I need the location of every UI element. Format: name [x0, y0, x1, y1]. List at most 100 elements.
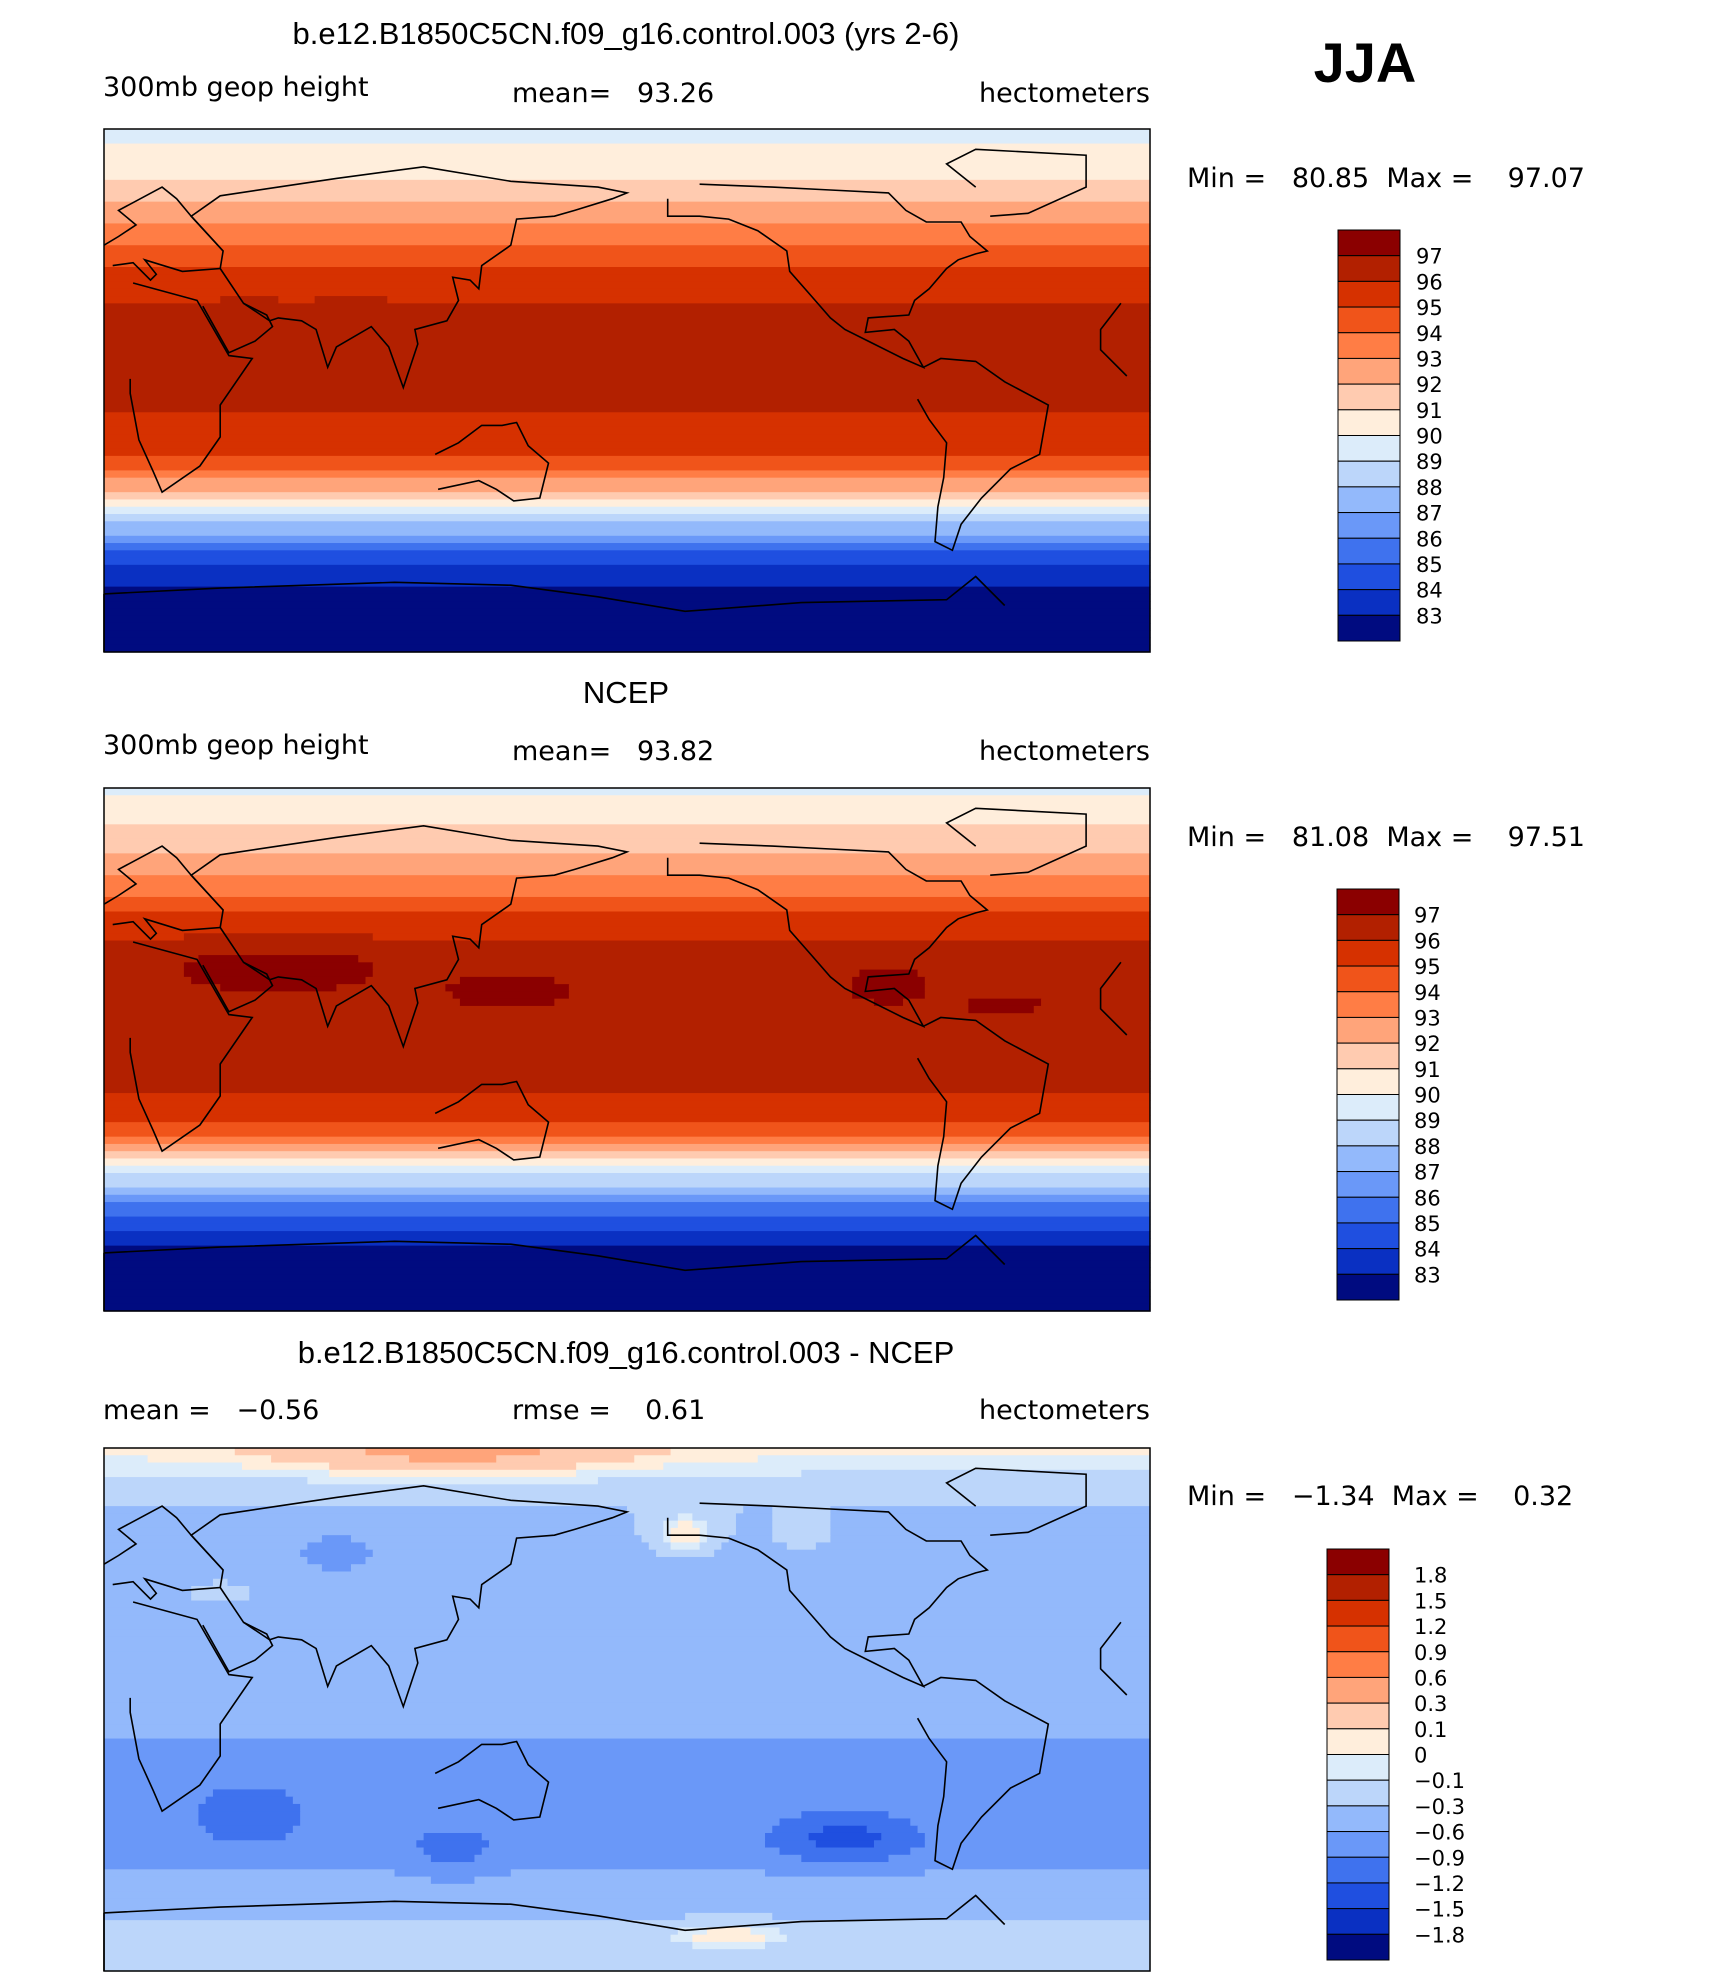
field-cell: [968, 1005, 1035, 1014]
field-cell: [648, 1542, 672, 1551]
field-cell: [459, 976, 555, 985]
coastline: [945, 1467, 1087, 1536]
field-cell: [104, 1709, 1151, 1718]
coastline: [189, 824, 630, 1050]
panel-diff: b.e12.B1850C5CN.f09_g16.control.003 - NC…: [103, 1335, 1573, 1972]
field-cell: [445, 984, 570, 992]
field-cell: [104, 1202, 1151, 1210]
field-cell: [772, 1527, 831, 1536]
field-cell: [104, 274, 1151, 283]
field-cell: [924, 1869, 1151, 1878]
field-cell: [104, 838, 1151, 847]
field-cell: [634, 1513, 679, 1522]
field-cell: [104, 1289, 1151, 1298]
colorbar-label: −0.1: [1414, 1769, 1465, 1793]
field-cell: [104, 1231, 1151, 1239]
field-cell: [191, 1586, 250, 1594]
field-cell: [910, 1818, 1151, 1827]
colorbar-label: 92: [1414, 1032, 1441, 1056]
colorbar-box: [1326, 1599, 1390, 1627]
colorbar-label: −0.3: [1414, 1795, 1465, 1819]
field-cell: [104, 150, 1151, 159]
field-cell: [104, 1651, 1151, 1660]
field-cell: [706, 1520, 737, 1529]
field-cell: [772, 1520, 831, 1529]
field-cell: [706, 1927, 752, 1936]
field-cell: [104, 940, 1151, 949]
field-cell: [104, 1180, 1151, 1189]
field-cell: [830, 1527, 1151, 1536]
coastline: [916, 357, 1050, 552]
field-cell: [104, 492, 1151, 501]
field-cell: [924, 991, 1151, 1000]
field-cell: [670, 1535, 701, 1544]
field-cell: [104, 1056, 1151, 1065]
field-cell: [104, 918, 1151, 927]
field-cell: [888, 1811, 1151, 1820]
colorbar-label: 83: [1416, 604, 1443, 628]
field-cells: [104, 788, 1151, 1312]
field-cell: [104, 1680, 1151, 1689]
coastline: [189, 165, 630, 391]
field-cell: [104, 1549, 301, 1558]
field-cell: [314, 296, 388, 304]
field-cell: [104, 1143, 1151, 1152]
field-cell: [104, 1898, 1151, 1907]
field-cell: [104, 1854, 432, 1863]
colorbar-label: 95: [1414, 955, 1441, 979]
field-cell: [104, 288, 1151, 297]
panel-model-minmax: Min = 80.85 Max = 97.07: [1187, 163, 1585, 194]
field-cell: [104, 1194, 1151, 1203]
field-cell: [706, 1527, 737, 1536]
field-cell: [104, 1803, 200, 1812]
field-cell: [104, 1586, 192, 1594]
colorbar-box: [1336, 888, 1400, 916]
field-cell: [104, 637, 1151, 646]
field-cell: [772, 1912, 1151, 1921]
field-cell: [104, 1724, 1151, 1732]
colorbar-box: [1326, 1856, 1390, 1884]
colorbar-box: [1337, 280, 1401, 308]
coastline: [916, 1016, 1050, 1211]
coastline: [945, 807, 1087, 876]
colorbar-box: [1326, 1754, 1390, 1781]
field-cell: [104, 882, 1151, 891]
field-cell: [104, 601, 1151, 610]
field-cell: [183, 933, 374, 942]
field-cell: [104, 1869, 396, 1878]
field-cell: [104, 1260, 1151, 1269]
panel-obs-map: [104, 787, 1151, 1312]
field-cell: [554, 998, 875, 1007]
field-cell: [597, 1477, 1151, 1485]
field-cell: [104, 817, 1151, 825]
field-cell: [321, 1564, 352, 1573]
colorbar-label: 83: [1414, 1263, 1441, 1287]
field-cell: [670, 1527, 701, 1536]
field-cell: [104, 1542, 308, 1551]
field-cell: [104, 824, 1151, 833]
field-cell: [692, 1520, 708, 1529]
colorbar-label: 92: [1416, 373, 1443, 397]
colorbar-box: [1326, 1651, 1390, 1678]
field-cell: [365, 1556, 1151, 1565]
field-cell: [104, 889, 1151, 898]
field-cell: [234, 1448, 367, 1456]
field-cell: [104, 860, 1151, 869]
field-cell: [830, 1513, 1151, 1522]
field-cell: [104, 136, 1151, 145]
field-cell: [329, 1462, 577, 1471]
field-cell: [779, 1818, 911, 1827]
field-cell: [249, 1586, 1151, 1594]
field-cell: [104, 1071, 1151, 1080]
coastline: [434, 421, 550, 502]
field-cell: [663, 1535, 672, 1544]
colorbar-label: 96: [1416, 270, 1443, 294]
field-cell: [104, 506, 1151, 515]
field-cell: [104, 1912, 686, 1921]
field-cell: [212, 1832, 287, 1841]
colorbar-label: 1.8: [1414, 1564, 1447, 1588]
field-cell: [104, 245, 1151, 254]
coastline: [202, 302, 274, 354]
field-cell: [459, 998, 555, 1007]
